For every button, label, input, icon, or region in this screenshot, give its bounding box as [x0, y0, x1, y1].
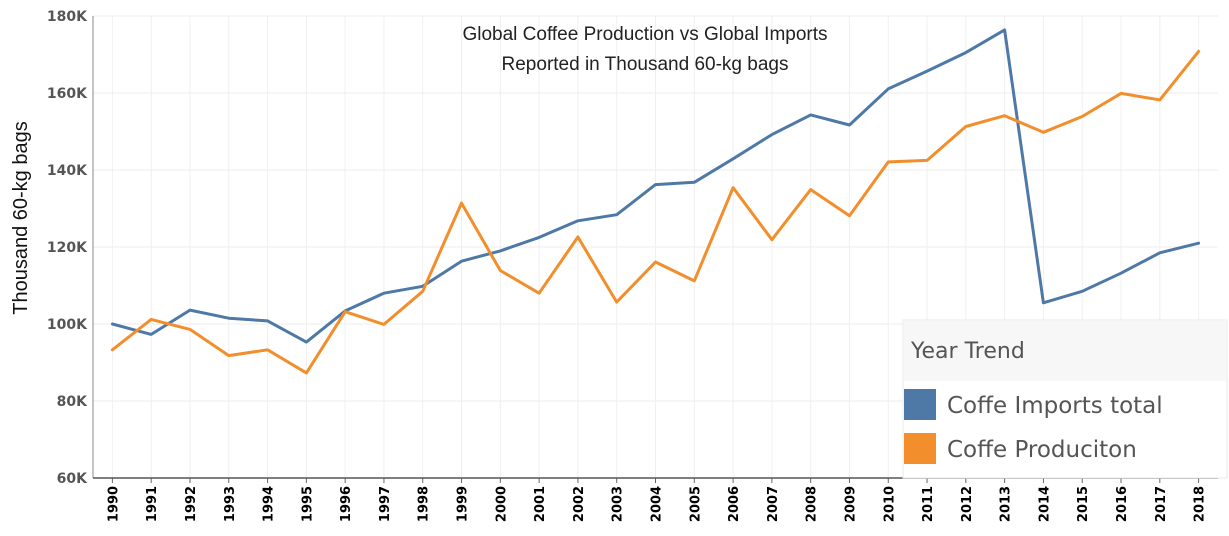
x-tick-label: 1991	[145, 486, 160, 522]
x-tick-label: 2013	[999, 486, 1014, 522]
x-tick-label: 2015	[1076, 486, 1091, 522]
series-line-production	[110, 49, 1201, 375]
x-tick-label: 1998	[417, 486, 432, 522]
x-tick-label: 2005	[688, 486, 703, 522]
y-tick-label: 160K	[47, 86, 88, 102]
x-tick-label: 2006	[727, 486, 742, 522]
legend-label-production: Coffe Produciton	[947, 437, 1137, 463]
y-tick-label: 140K	[47, 163, 88, 179]
x-tick-label: 1999	[456, 486, 471, 522]
legend-swatch-imports	[904, 389, 936, 420]
x-tick-label: 2011	[921, 486, 936, 522]
x-tick-label: 2018	[1193, 486, 1208, 522]
x-tick-label: 1996	[339, 486, 354, 522]
x-tick-label: 2017	[1154, 486, 1169, 522]
legend-label-imports: Coffe Imports total	[947, 393, 1163, 419]
x-tick-label: 2016	[1115, 486, 1130, 522]
x-tick-label: 2007	[766, 486, 781, 522]
x-tick-label: 1992	[184, 486, 199, 522]
y-tick-label: 180K	[47, 9, 88, 25]
x-tick-label: 2008	[805, 486, 820, 522]
x-tick-label: 2003	[611, 486, 626, 522]
series-lines	[110, 28, 1201, 375]
x-tick-label: 2002	[572, 486, 587, 522]
x-tick-label: 2012	[960, 486, 975, 522]
x-tick-label: 1993	[223, 486, 238, 522]
x-tick-label: 1995	[300, 486, 315, 522]
y-tick-label: 100K	[47, 317, 88, 333]
x-tick-label: 2014	[1037, 486, 1052, 522]
x-tick-label: 1994	[262, 486, 277, 522]
legend: Year Trend Coffe Imports total Coffe Pro…	[902, 319, 1228, 479]
legend-swatch-production	[904, 433, 936, 464]
x-tick-label: 2010	[882, 486, 897, 522]
tick-labels: 60K 80K 100K 120K 140K 160K 180K 1990 1991 1992 19…	[47, 9, 1208, 522]
y-axis-label: Thousand 60-kg bags	[10, 121, 32, 314]
chart-title: Global Coffee Production vs Global Impor…	[462, 24, 827, 45]
x-tick-label: 2004	[650, 486, 665, 522]
x-tick-label: 1997	[378, 486, 393, 522]
x-tick-label: 2001	[533, 486, 548, 522]
y-tick-label: 120K	[47, 240, 88, 256]
x-tick-label: 2009	[843, 486, 858, 522]
y-tick-label: 80K	[57, 394, 88, 410]
x-tick-label: 1990	[106, 486, 121, 522]
y-tick-label: 60K	[57, 471, 88, 487]
legend-title-band	[904, 321, 1226, 381]
legend-title: Year Trend	[910, 339, 1025, 364]
chart-subtitle: Reported in Thousand 60-kg bags	[502, 54, 789, 75]
x-tick-label: 2000	[494, 486, 509, 522]
